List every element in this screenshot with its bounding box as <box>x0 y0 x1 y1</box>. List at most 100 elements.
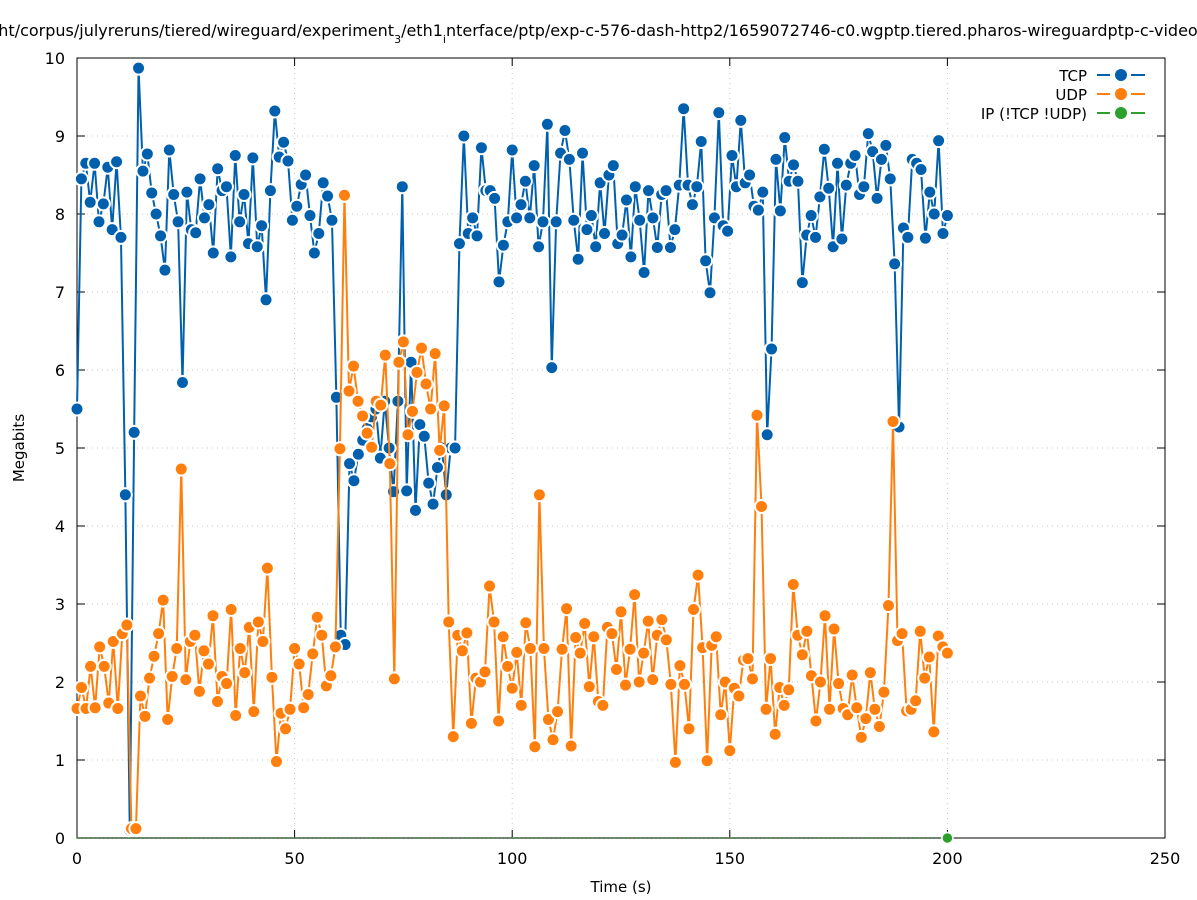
data-point <box>858 711 874 727</box>
data-point <box>526 158 542 174</box>
data-point <box>436 398 452 414</box>
data-point <box>205 245 221 261</box>
data-point <box>282 701 298 717</box>
data-point <box>763 651 779 667</box>
data-point <box>342 456 358 472</box>
data-point <box>210 694 226 709</box>
data-point <box>536 640 552 656</box>
y-tick-label: 7 <box>55 283 65 302</box>
legend-label: IP (!TCP !UDP) <box>981 105 1087 123</box>
data-point <box>711 105 727 121</box>
data-point <box>227 148 243 163</box>
x-axis-label: Time (s) <box>590 878 652 896</box>
data-point <box>849 700 865 716</box>
data-point <box>254 218 270 234</box>
data-point <box>733 112 749 128</box>
data-point <box>790 173 806 189</box>
data-point <box>276 134 292 150</box>
series-udp <box>69 187 955 837</box>
data-point <box>280 153 296 169</box>
data-point <box>882 171 898 187</box>
data-point <box>346 473 362 489</box>
data-point <box>939 645 955 661</box>
data-point <box>364 439 380 455</box>
data-point <box>627 587 643 603</box>
data-point <box>708 629 724 645</box>
data-point <box>164 669 180 685</box>
data-point <box>178 672 194 688</box>
data-point <box>522 210 538 226</box>
data-point <box>608 662 624 678</box>
data-point <box>575 145 591 161</box>
data-point <box>693 133 709 149</box>
data-point <box>491 713 507 729</box>
data-point <box>386 671 402 687</box>
series-ip <box>77 831 954 845</box>
data-point <box>812 674 828 690</box>
data-point <box>377 347 393 363</box>
data-point <box>82 194 98 210</box>
data-point <box>463 715 479 731</box>
data-point <box>139 146 155 162</box>
data-point <box>284 212 300 228</box>
data-point <box>917 670 933 686</box>
data-point <box>662 240 678 256</box>
data-point <box>559 601 575 617</box>
data-point <box>350 446 366 462</box>
data-point <box>332 441 348 457</box>
data-point <box>935 226 951 241</box>
data-point <box>535 214 551 230</box>
data-point <box>151 626 167 642</box>
data-point <box>808 229 824 245</box>
data-point <box>702 285 718 301</box>
data-point <box>781 682 797 698</box>
data-point <box>570 251 586 267</box>
data-point <box>131 60 147 76</box>
data-point <box>724 148 740 163</box>
data-point <box>926 206 942 222</box>
data-point <box>860 126 876 142</box>
data-point <box>232 214 248 230</box>
data-point <box>92 639 108 655</box>
data-point <box>509 210 525 226</box>
data-point <box>200 656 216 672</box>
data-point <box>429 460 445 475</box>
data-point <box>148 206 164 222</box>
data-point <box>531 239 547 255</box>
data-point <box>658 183 674 199</box>
data-point <box>742 167 758 183</box>
data-point <box>191 683 207 699</box>
data-point <box>812 189 828 205</box>
data-point <box>359 425 375 441</box>
chart-title-part: ht/corpus/julyreruns/tiered/wireguard/ex… <box>0 21 394 40</box>
data-point <box>844 667 860 683</box>
data-point <box>776 697 792 713</box>
data-point <box>777 130 793 146</box>
data-point <box>232 640 248 656</box>
data-point <box>873 151 889 167</box>
data-point <box>305 646 321 662</box>
data-point <box>583 208 599 224</box>
data-point <box>871 718 887 734</box>
data-point <box>561 151 577 167</box>
data-point <box>853 729 869 745</box>
data-point <box>885 413 901 429</box>
data-point <box>913 162 929 178</box>
data-point <box>604 626 620 642</box>
data-point <box>667 222 683 238</box>
data-point <box>550 704 566 720</box>
data-point <box>287 640 303 656</box>
data-point <box>451 236 467 252</box>
data-point <box>744 671 760 687</box>
data-point <box>513 197 529 213</box>
data-point <box>509 644 525 660</box>
data-point <box>579 222 595 238</box>
data-point <box>469 228 485 244</box>
x-tick-label: 100 <box>497 849 528 868</box>
data-point <box>794 275 810 291</box>
data-point <box>91 214 107 230</box>
data-point <box>465 210 481 226</box>
legend-label: TCP <box>1058 67 1087 85</box>
data-point <box>323 668 339 684</box>
data-point <box>586 629 602 645</box>
